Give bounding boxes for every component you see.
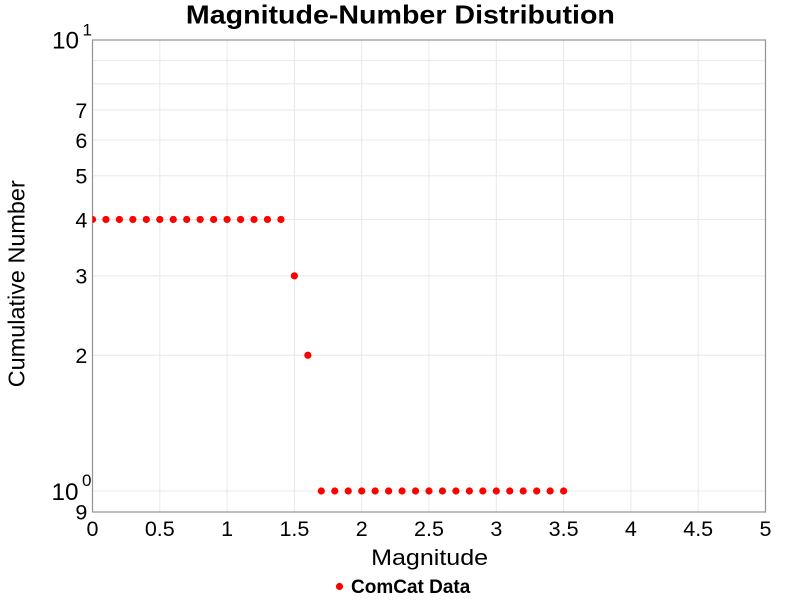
svg-text:1.5: 1.5 bbox=[279, 517, 309, 541]
svg-text:10: 10 bbox=[52, 479, 79, 506]
svg-text:9: 9 bbox=[75, 501, 87, 525]
svg-text:Magnitude-Number Distribution: Magnitude-Number Distribution bbox=[186, 0, 615, 29]
svg-text:5: 5 bbox=[75, 165, 87, 189]
svg-text:3.5: 3.5 bbox=[549, 517, 579, 541]
svg-text:4: 4 bbox=[75, 208, 87, 232]
svg-text:2.5: 2.5 bbox=[414, 517, 444, 541]
svg-text:Cumulative Number: Cumulative Number bbox=[4, 180, 30, 387]
svg-text:1: 1 bbox=[221, 517, 233, 541]
svg-text:ComCat Data: ComCat Data bbox=[351, 577, 471, 598]
svg-text:2: 2 bbox=[75, 344, 87, 368]
svg-text:3: 3 bbox=[75, 265, 87, 289]
svg-text:6: 6 bbox=[75, 129, 87, 153]
svg-text:1: 1 bbox=[83, 21, 92, 40]
svg-text:0: 0 bbox=[87, 517, 99, 541]
svg-text:0.5: 0.5 bbox=[145, 517, 175, 541]
svg-text:4: 4 bbox=[625, 517, 637, 541]
svg-text:2: 2 bbox=[356, 517, 368, 541]
svg-text:5: 5 bbox=[760, 517, 772, 541]
svg-text:3: 3 bbox=[490, 517, 502, 541]
svg-text:10: 10 bbox=[52, 28, 79, 55]
svg-text:7: 7 bbox=[75, 99, 87, 123]
svg-text:Magnitude: Magnitude bbox=[371, 545, 488, 570]
svg-text:4.5: 4.5 bbox=[683, 517, 713, 541]
svg-text:0: 0 bbox=[82, 471, 91, 490]
